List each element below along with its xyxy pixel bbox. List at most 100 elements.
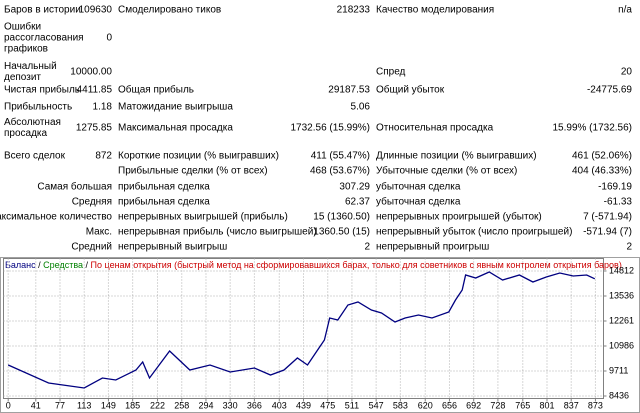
legend: Баланс / Средства / По ценам открытия (б… [5,260,622,270]
x-tick-label: 366 [247,400,262,410]
x-tick-label: 258 [174,400,189,410]
value: 10000.00 [70,66,112,78]
value: 62.37 [344,196,370,208]
x-tick-label: 294 [198,400,213,410]
label: Качество моделирования [376,4,495,16]
label: непрерывных проигрышей (убыток) [376,211,542,223]
label: Убыточные сделки (% от всех) [376,165,518,177]
value: 461 (52.06%) [571,150,632,162]
label: Общая прибыль [118,84,195,96]
value: 15.99% (1732.56) [552,122,632,134]
label: Абсолютная просадка [4,117,61,139]
value: 109630 [78,4,112,16]
label: убыточная сделка [376,196,461,208]
legend-item: / [86,260,91,270]
value: 7 (-571.94) [583,211,632,223]
x-tick-label: 837 [564,400,579,410]
label: непрерывный выигрыш [118,241,228,253]
legend-item: По ценам открытия (быстрый метод на сфор… [91,260,622,270]
label: Всего сделок [4,150,65,162]
x-tick-label: 692 [466,400,481,410]
value: -571.94 (7) [583,226,632,238]
label: Короткие позиции (% выигравших) [118,150,279,162]
x-tick-label: 330 [223,400,238,410]
x-tick-label: 656 [442,400,457,410]
x-tick-label: 41 [31,400,41,410]
value: 2 [364,241,370,253]
label: непрерывных выигрышей (прибыль) [118,211,288,223]
value: 1360.50 (15) [313,226,370,238]
label: прибыльная сделка [118,181,210,193]
label: Максимальная просадка [118,122,233,134]
label: убыточная сделка [376,181,461,193]
value: 5.06 [350,101,370,113]
value: 404 (46.33%) [571,165,632,177]
label: Баров в истории [4,4,81,16]
y-tick-label: 9711 [609,365,628,375]
value: 218233 [336,4,370,16]
value: 4411.85 [76,84,112,96]
label: Макс. [85,226,112,238]
x-tick-label: 149 [101,400,116,410]
x-tick-label: 873 [588,400,603,410]
x-tick-label: 583 [393,400,408,410]
y-tick-label: 12261 [609,315,634,325]
value: -24775.69 [586,84,632,96]
value: 2 [626,241,632,253]
label: прибыльная сделка [118,196,210,208]
y-tick-label: 13536 [609,290,634,300]
x-tick-label: 620 [418,400,433,410]
label: Средний [71,241,112,253]
y-tick-label: 14812 [609,265,634,275]
value: 468 (53.67%) [309,165,370,177]
label: Смоделировано тиков [118,4,222,16]
x-tick-label: 547 [369,400,384,410]
value: 1275.85 [75,122,112,134]
label: Общий убыток [376,84,445,96]
x-tick-label: 222 [150,400,165,410]
x-tick-label: 765 [515,400,530,410]
value: 1732.56 (15.99%) [290,122,370,134]
label: Спред [376,66,406,78]
x-tick-label: 77 [55,400,65,410]
value: 411 (55.47%) [310,150,370,162]
value: -61.33 [603,196,632,208]
value: n/a [618,4,632,16]
label: Прибыльность [4,101,73,113]
label: Начальный депозит [4,61,57,83]
value: -169.19 [598,181,632,193]
value: 1.18 [92,101,112,113]
x-tick-label: 475 [320,400,335,410]
y-tick-label: 10986 [609,340,634,350]
label: Чистая прибыль [4,84,80,96]
value: 0 [106,32,112,44]
label: Средняя [71,196,112,208]
label: Самая большая [37,181,112,193]
label: Матожидание выигрыша [118,101,233,113]
legend-item: Средства [43,260,85,270]
value: 29187.53 [328,84,370,96]
label: Максимальное количество [0,211,112,223]
value: 872 [95,150,112,162]
legend-item: / [38,260,43,270]
balance-line [7,271,596,389]
x-tick-label: 439 [296,400,311,410]
y-tick-label: 8436 [609,390,629,400]
label: Длинные позиции (% выигравших) [376,150,537,162]
x-tick-label: 728 [490,400,505,410]
label: Ошибки рассогласования графиков [4,21,84,55]
chart-frame [0,257,640,413]
label: непрерывный проигрыш [376,241,490,253]
legend-item: Баланс [5,260,38,270]
value: 20 [620,66,632,78]
label: Прибыльные сделки (% от всех) [118,165,268,177]
x-tick-label: 511 [345,400,359,410]
label: Относительная просадка [376,122,494,134]
x-tick-label: 0 [6,400,11,410]
x-tick-label: 403 [272,400,287,410]
label: непрерывный убыток (число проигрышей) [376,226,573,238]
x-tick-label: 113 [77,400,91,410]
x-tick-label: 185 [125,400,140,410]
